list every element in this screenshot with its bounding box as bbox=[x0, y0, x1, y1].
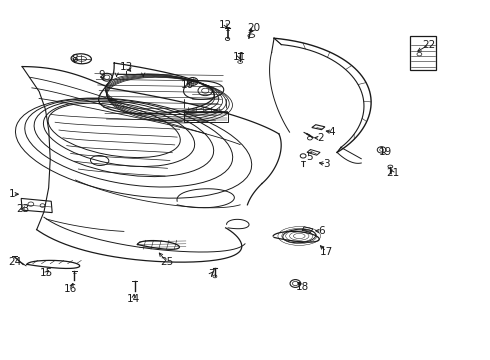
Text: 23: 23 bbox=[17, 204, 30, 214]
Text: 8: 8 bbox=[71, 54, 78, 64]
Text: 6: 6 bbox=[318, 226, 325, 237]
Text: 3: 3 bbox=[323, 159, 330, 169]
Text: 13: 13 bbox=[120, 62, 133, 72]
Text: 1: 1 bbox=[9, 189, 16, 199]
Text: 10: 10 bbox=[181, 80, 195, 90]
Text: 16: 16 bbox=[64, 284, 77, 294]
Text: 19: 19 bbox=[379, 147, 392, 157]
Text: 11: 11 bbox=[233, 51, 246, 62]
Text: 21: 21 bbox=[386, 168, 399, 178]
Text: 5: 5 bbox=[306, 152, 313, 162]
Text: 12: 12 bbox=[219, 20, 232, 30]
Text: 9: 9 bbox=[99, 71, 105, 80]
Text: 20: 20 bbox=[247, 23, 260, 33]
Text: 25: 25 bbox=[160, 257, 173, 266]
Text: 2: 2 bbox=[317, 133, 323, 143]
Text: 7: 7 bbox=[208, 269, 215, 279]
Text: 15: 15 bbox=[40, 268, 53, 278]
Text: 17: 17 bbox=[320, 247, 333, 257]
Text: 4: 4 bbox=[329, 127, 336, 137]
Text: 14: 14 bbox=[127, 294, 140, 304]
Text: 18: 18 bbox=[295, 282, 309, 292]
Text: 22: 22 bbox=[422, 40, 436, 50]
Text: 24: 24 bbox=[8, 257, 22, 267]
